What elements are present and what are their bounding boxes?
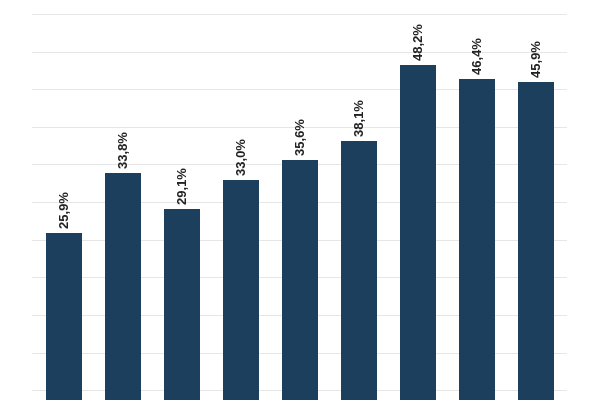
data-label: 35,6%	[292, 119, 307, 156]
bar	[341, 141, 377, 400]
data-label: 38,1%	[351, 100, 366, 137]
gridline	[32, 127, 567, 128]
data-label: 48,2%	[410, 24, 425, 61]
bar	[518, 82, 554, 400]
bar	[282, 160, 318, 400]
data-label: 45,9%	[528, 41, 543, 78]
bar	[459, 79, 495, 400]
gridline	[32, 89, 567, 90]
bar	[400, 65, 436, 400]
data-label: 25,9%	[56, 192, 71, 229]
bar	[105, 173, 141, 400]
bar	[223, 180, 259, 400]
gridline	[32, 52, 567, 53]
data-label: 29,1%	[174, 168, 189, 205]
bar	[164, 209, 200, 400]
data-label: 46,4%	[469, 38, 484, 75]
gridline	[32, 14, 567, 15]
data-label: 33,8%	[115, 132, 130, 169]
data-label: 33,0%	[233, 139, 248, 176]
bar	[46, 233, 82, 400]
